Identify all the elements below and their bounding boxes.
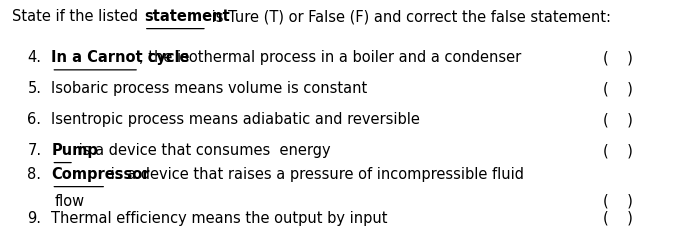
Text: (    ): ( ) [603, 194, 633, 209]
Text: (    ): ( ) [603, 50, 633, 65]
Text: flow: flow [55, 194, 85, 209]
Text: Pump: Pump [51, 143, 98, 158]
Text: , the isothermal process in a boiler and a condenser: , the isothermal process in a boiler and… [139, 50, 521, 65]
Text: (    ): ( ) [603, 211, 633, 226]
Text: 4.: 4. [27, 50, 41, 65]
Text: (    ): ( ) [603, 81, 633, 96]
Text: (    ): ( ) [603, 112, 633, 127]
Text: is Ture (T) or False (F) and correct the false statement:: is Ture (T) or False (F) and correct the… [207, 9, 611, 24]
Text: (    ): ( ) [603, 143, 633, 158]
Text: Compressor: Compressor [51, 167, 150, 182]
Text: State if the listed: State if the listed [12, 9, 143, 24]
Text: statement: statement [144, 9, 229, 24]
Text: Isobaric process means volume is constant: Isobaric process means volume is constan… [51, 81, 368, 96]
Text: 8.: 8. [27, 167, 41, 182]
Text: 5.: 5. [27, 81, 41, 96]
Text: Thermal efficiency means the output by input: Thermal efficiency means the output by i… [51, 211, 388, 226]
Text: 9.: 9. [27, 211, 41, 226]
Text: 7.: 7. [27, 143, 42, 158]
Text: is a device that consumes  energy: is a device that consumes energy [74, 143, 331, 158]
Text: 6.: 6. [27, 112, 41, 127]
Text: Isentropic process means adiabatic and reversible: Isentropic process means adiabatic and r… [51, 112, 421, 127]
Text: In a Carnot cycle: In a Carnot cycle [51, 50, 190, 65]
Text: is a device that raises a pressure of incompressible fluid: is a device that raises a pressure of in… [106, 167, 524, 182]
